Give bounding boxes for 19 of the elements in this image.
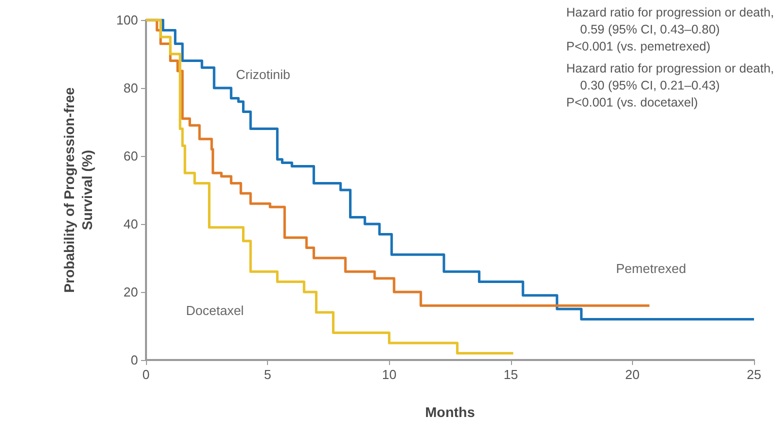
- series-label: Crizotinib: [236, 67, 290, 82]
- y-tick-label: 40: [124, 216, 138, 232]
- x-axis-title: Months: [425, 404, 476, 420]
- x-tick-label: 15: [504, 367, 518, 382]
- x-tick-label: 10: [382, 367, 396, 382]
- y-tick-label: 100: [116, 12, 138, 28]
- y-tick-label: 0: [130, 352, 138, 368]
- x-tick-label: 20: [625, 367, 640, 382]
- x-tick-label: 25: [746, 367, 762, 382]
- y-axis-title: Probability of Progression-free Survival (%): [61, 87, 95, 293]
- text: Pemetrexed: [616, 261, 686, 276]
- annotation: Hazard ratio for progression or death, 0.30 (95% CI, 0.21–0.43) P<0.001 (vs. docetaxel): [566, 62, 774, 110]
- x-tick-label: 0: [142, 367, 150, 382]
- y-tick-label: 80: [124, 80, 138, 96]
- y-tick-label: 60: [124, 148, 138, 164]
- text: Docetaxel: [186, 303, 244, 318]
- annotation: Hazard ratio for progression or death, 0.59 (95% CI, 0.43–0.80) P<0.001 (vs. pemetrexed): [566, 6, 774, 54]
- x-tick-label: 5: [264, 367, 272, 382]
- y-tick-label: 20: [124, 284, 138, 300]
